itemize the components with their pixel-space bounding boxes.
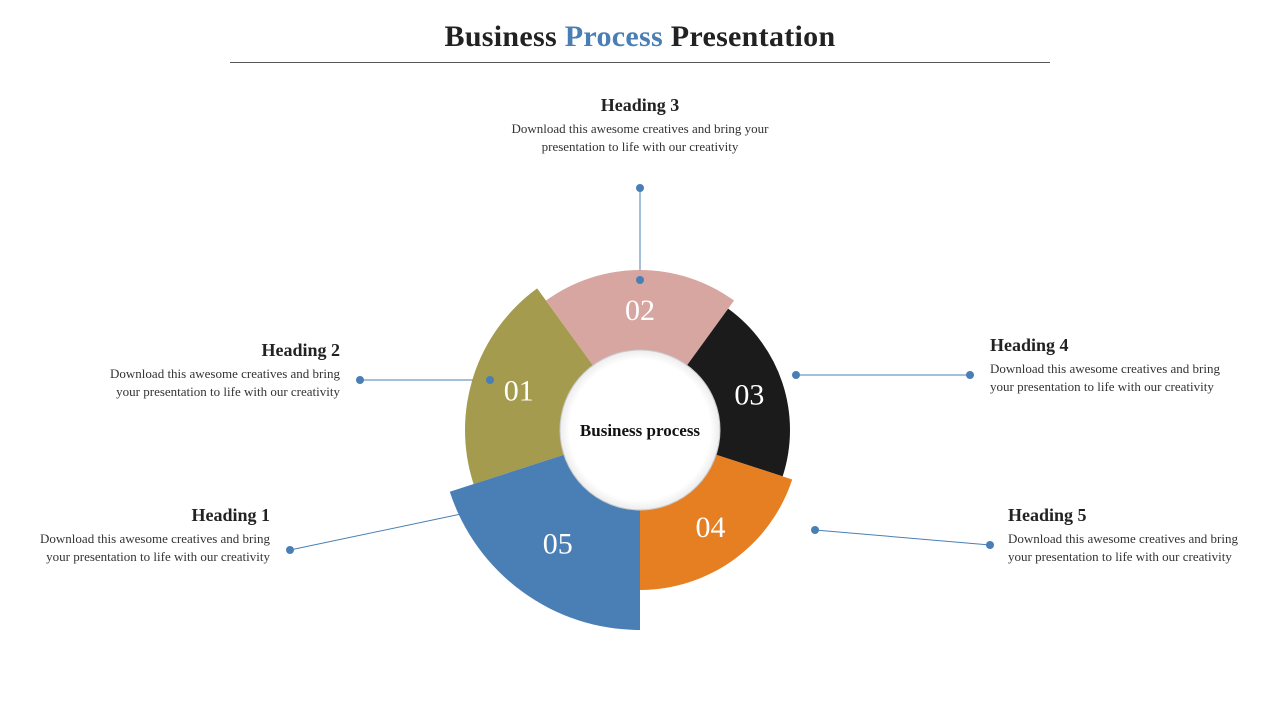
connector-dot-05-chart <box>811 526 819 534</box>
callout-02: Heading 2 Download this awesome creatives… <box>90 340 340 400</box>
callout-heading-04: Heading 4 <box>990 335 1240 356</box>
center-label: Business process <box>580 421 701 440</box>
callout-03: Heading 3 Download this awesome creatives… <box>510 95 770 155</box>
connector-dot-05-label <box>986 541 994 549</box>
connector-dot-02-chart <box>486 376 494 384</box>
callout-04: Heading 4 Download this awesome creatives… <box>990 335 1240 395</box>
segment-number-02: 02 <box>625 294 655 327</box>
connector-dot-02-label <box>356 376 364 384</box>
callout-heading-03: Heading 3 <box>510 95 770 116</box>
segment-number-01: 01 <box>504 375 534 408</box>
callout-heading-02: Heading 2 <box>90 340 340 361</box>
connector-01 <box>290 510 480 550</box>
segment-number-05: 05 <box>543 527 573 560</box>
callout-body-04: Download this awesome creatives and brin… <box>990 360 1240 395</box>
callout-body-01: Download this awesome creatives and brin… <box>20 530 270 565</box>
callout-heading-01: Heading 1 <box>20 505 270 526</box>
callout-body-02: Download this awesome creatives and brin… <box>90 365 340 400</box>
callout-01: Heading 1 Download this awesome creatives… <box>20 505 270 565</box>
connector-dot-04-chart <box>792 371 800 379</box>
connector-dot-03-label <box>636 184 644 192</box>
segment-number-03: 03 <box>734 378 764 411</box>
callout-heading-05: Heading 5 <box>1008 505 1258 526</box>
segment-number-04: 04 <box>696 511 726 544</box>
connector-dot-01-chart <box>476 506 484 514</box>
callout-body-03: Download this awesome creatives and brin… <box>510 120 770 155</box>
callout-05: Heading 5 Download this awesome creatives… <box>1008 505 1258 565</box>
connector-dot-01-label <box>286 546 294 554</box>
slide: Business Process Presentation Business p… <box>0 0 1280 720</box>
connector-dot-04-label <box>966 371 974 379</box>
connector-05 <box>815 530 990 545</box>
callout-body-05: Download this awesome creatives and brin… <box>1008 530 1258 565</box>
connector-dot-03-chart <box>636 276 644 284</box>
